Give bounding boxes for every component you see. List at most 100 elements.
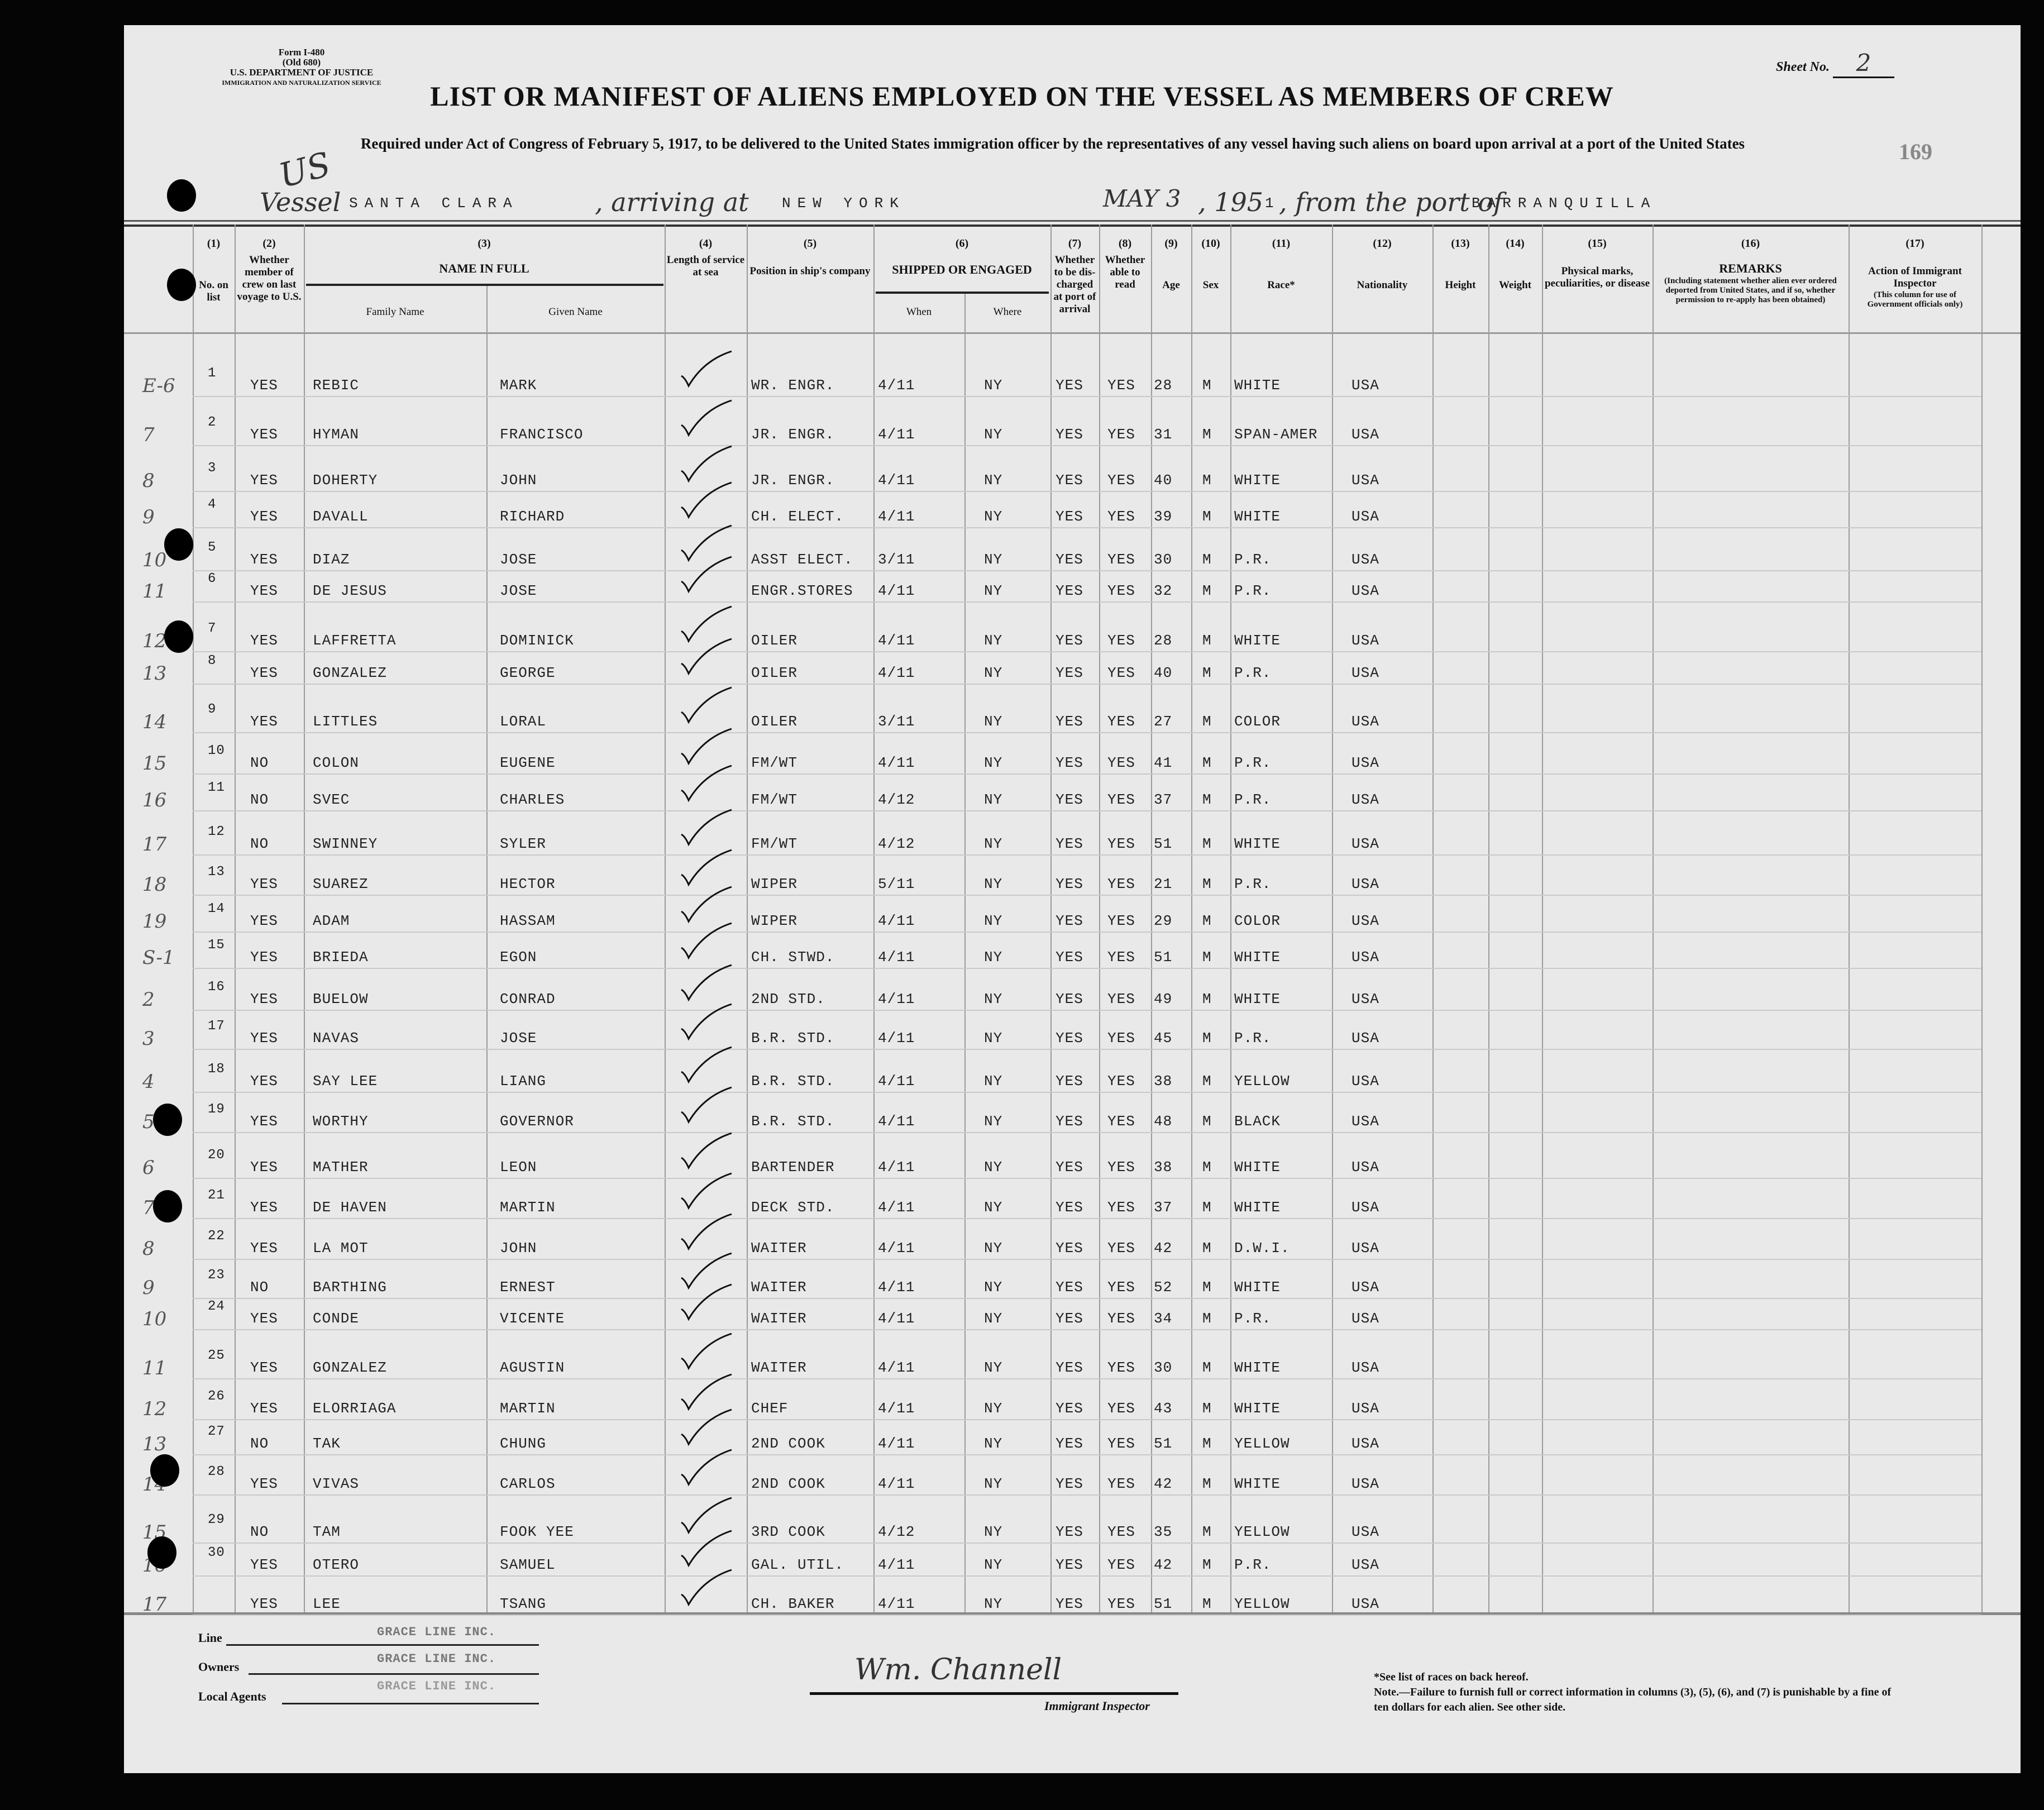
list-number: 4	[208, 497, 217, 512]
column-number: (1)	[207, 237, 221, 250]
cell-given: EUGENE	[500, 754, 556, 771]
cell-sex: M	[1202, 632, 1212, 649]
cell-family: GONZALEZ	[313, 1359, 387, 1376]
cell-read: YES	[1107, 472, 1135, 489]
punch-hole	[167, 269, 196, 301]
cell-race: WHITE	[1234, 991, 1281, 1007]
cell-given: DOMINICK	[500, 632, 574, 649]
cell-when: 4/11	[878, 1359, 915, 1376]
department: U.S. DEPARTMENT OF JUSTICE	[230, 67, 374, 78]
cell-sex: M	[1202, 665, 1212, 681]
table-row: 11 6 YES DE JESUS JOSE ENGR.STORES 4/11 NY YES YE…	[0, 556, 2044, 605]
cell-member: YES	[250, 508, 278, 525]
list-number: 10	[208, 743, 225, 758]
table-row: 2 16 YES BUELOW CONRAD 2ND STD. 4/11 NY YES YES 49…	[0, 964, 2044, 1013]
cell-sex: M	[1202, 1279, 1212, 1296]
column-header: Whether member of crew on last voyage to…	[237, 254, 302, 303]
table-top-rule	[124, 220, 2021, 222]
manifest-sheet	[124, 25, 2021, 1773]
margin-line-number: 12	[142, 630, 167, 652]
table-row: 14 28 YES VIVAS CARLOS 2ND COOK 4/11 NY YES YES 42…	[0, 1449, 2044, 1498]
cell-age: 32	[1154, 582, 1173, 599]
margin-line-number: 3	[142, 1028, 155, 1050]
list-number: 27	[208, 1424, 225, 1439]
cell-sex: M	[1202, 1159, 1212, 1176]
list-number: 20	[208, 1148, 225, 1163]
cell-discharged: YES	[1056, 1240, 1083, 1257]
cell-read: YES	[1107, 754, 1135, 771]
margin-line-number: 9	[142, 506, 155, 528]
cell-nationality: USA	[1351, 377, 1379, 394]
departure-port: BARRANQUILLA	[1472, 195, 1657, 212]
column-divider	[1488, 225, 1489, 1612]
cell-given: LIANG	[500, 1073, 547, 1090]
checkmark-icon	[681, 524, 732, 562]
margin-line-number: 9	[142, 1277, 155, 1299]
table-row: 14 9 YES LITTLES LORAL OILER 3/11 NY YES YES 27 M CO…	[0, 686, 2044, 736]
footnotes: *See list of races on back hereof. Note.…	[1374, 1670, 1904, 1715]
table-row: 3 17 YES NAVAS JOSE B.R. STD. 4/11 NY YES YES 45 M P…	[0, 1003, 2044, 1052]
cell-position: 2ND STD.	[751, 991, 825, 1007]
cell-nationality: USA	[1351, 665, 1379, 681]
cell-given: GOVERNOR	[500, 1113, 574, 1130]
row-rule	[193, 1615, 1981, 1616]
list-number: 2	[208, 415, 217, 430]
cell-where: NY	[984, 1435, 1003, 1452]
margin-line-number: 5	[142, 1111, 155, 1133]
list-number: 9	[208, 702, 217, 717]
cell-member: NO	[250, 1279, 269, 1296]
cell-sex: M	[1202, 1596, 1212, 1612]
margin-line-number: 8	[142, 470, 155, 492]
row-rule	[193, 1298, 1981, 1299]
checkmark-icon	[681, 481, 732, 519]
margin-line-number: 16	[142, 789, 167, 811]
list-number: 24	[208, 1299, 225, 1314]
cell-when: 4/11	[878, 913, 915, 929]
cell-family: DIAZ	[313, 551, 350, 568]
cell-race: P.R.	[1234, 1310, 1272, 1327]
cell-discharged: YES	[1056, 949, 1083, 966]
cell-read: YES	[1107, 1279, 1135, 1296]
cell-where: NY	[984, 1030, 1003, 1047]
cell-nationality: USA	[1351, 632, 1379, 649]
cell-nationality: USA	[1351, 713, 1379, 730]
cell-given: JOHN	[500, 472, 537, 489]
cell-member: YES	[250, 713, 278, 730]
cell-family: OTERO	[313, 1556, 360, 1573]
cell-given: HASSAM	[500, 913, 556, 929]
cell-read: YES	[1107, 1159, 1135, 1176]
table-row: 7 21 YES DE HAVEN MARTIN DECK STD. 4/11 NY YES YE…	[0, 1172, 2044, 1221]
cell-where: NY	[984, 1159, 1003, 1176]
cell-race: P.R.	[1234, 551, 1272, 568]
table-row: E-6 1 YES REBIC MARK WR. ENGR. 4/11 NY YES YES 28 M…	[0, 350, 2044, 399]
cell-sex: M	[1202, 791, 1212, 808]
cell-sex: M	[1202, 1240, 1212, 1257]
cell-position: WAITER	[751, 1310, 807, 1327]
column-number: (8)	[1118, 237, 1132, 250]
cell-where: NY	[984, 1279, 1003, 1296]
cell-position: WAITER	[751, 1240, 807, 1257]
column-subheader: Family Name	[366, 306, 424, 318]
punch-hole	[164, 620, 193, 653]
margin-line-number: 10	[142, 1308, 167, 1330]
column-divider	[193, 225, 194, 1612]
row-rule	[193, 1378, 1981, 1379]
cell-race: WHITE	[1234, 1359, 1281, 1376]
cell-where: NY	[984, 791, 1003, 808]
column-divider	[1432, 225, 1434, 1612]
cell-family: NAVAS	[313, 1030, 360, 1047]
cell-discharged: YES	[1056, 582, 1083, 599]
column-divider	[235, 225, 236, 1612]
row-rule	[193, 854, 1981, 856]
cell-read: YES	[1107, 582, 1135, 599]
cell-discharged: YES	[1056, 713, 1083, 730]
cell-family: BRIEDA	[313, 949, 369, 966]
list-number: 11	[208, 780, 225, 795]
cell-member: NO	[250, 1524, 269, 1540]
checkmark-icon	[681, 1530, 732, 1568]
cell-race: WHITE	[1234, 632, 1281, 649]
cell-when: 4/12	[878, 791, 915, 808]
cell-when: 3/11	[878, 713, 915, 730]
cell-where: NY	[984, 1596, 1003, 1612]
checkmark-icon	[681, 1283, 732, 1321]
